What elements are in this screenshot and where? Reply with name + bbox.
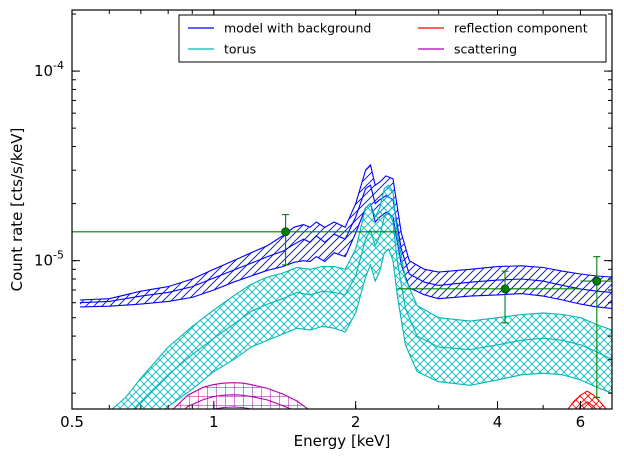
x-tick-label: 4 xyxy=(493,413,503,431)
line-upper xyxy=(567,390,607,409)
y-axis-label: Count rate [cts/s/keV] xyxy=(8,128,26,292)
data-point-3 xyxy=(580,256,612,398)
legend-box xyxy=(178,14,607,63)
band-reflection-component xyxy=(567,390,607,409)
x-tick-label: 2 xyxy=(351,413,361,431)
data-point-marker xyxy=(592,276,602,286)
plot-frame xyxy=(71,9,613,410)
band-model-with-background xyxy=(79,163,612,309)
legend: model with background reflection componen… xyxy=(178,14,607,63)
y-tick-label: 10-5 xyxy=(34,249,64,270)
x-tick-label: 1 xyxy=(209,413,219,431)
legend-entry: torus xyxy=(188,42,256,57)
line-values xyxy=(79,184,612,304)
data-points xyxy=(72,214,612,398)
line-values xyxy=(132,211,612,409)
line-values xyxy=(577,401,597,409)
line-lower xyxy=(79,202,612,309)
legend-label: torus xyxy=(224,42,256,57)
band-scattering xyxy=(172,382,309,409)
x-axis-label: Energy [keV] xyxy=(294,432,391,450)
legend-label: model with background xyxy=(224,21,371,36)
x-tick-label: 0.5 xyxy=(60,413,84,431)
line-lower xyxy=(164,248,612,409)
x-tick-label: 6 xyxy=(576,413,586,431)
axis-ticks xyxy=(71,10,613,409)
legend-label: reflection component xyxy=(454,21,588,36)
legend-entry: scattering xyxy=(418,42,517,57)
line-upper xyxy=(79,163,612,301)
tick-labels: 0.5 1 2 4 6 10-5 10-4 xyxy=(34,59,585,431)
model-bands xyxy=(79,163,612,409)
band-hatch xyxy=(568,391,607,409)
y-tick-label: 10-4 xyxy=(34,59,64,80)
line-upper xyxy=(172,382,309,409)
legend-entry: model with background xyxy=(188,21,371,36)
line-values xyxy=(184,394,293,409)
legend-label: scattering xyxy=(454,42,517,57)
data-point-2 xyxy=(397,270,581,324)
band-hatch xyxy=(112,185,612,409)
legend-entry: reflection component xyxy=(418,21,588,36)
data-point-1 xyxy=(72,214,398,266)
data-point-marker xyxy=(500,284,510,294)
line-lower xyxy=(211,406,254,409)
data-point-marker xyxy=(281,227,290,237)
